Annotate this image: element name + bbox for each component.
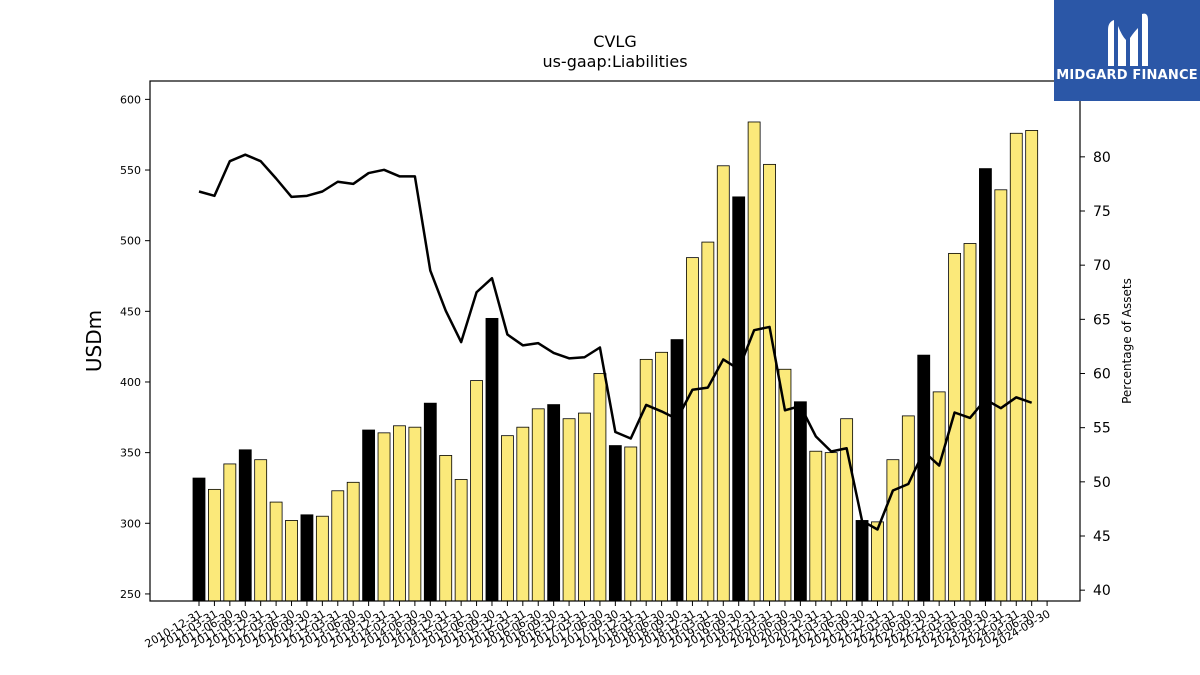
y2-tick-label: 40 bbox=[1093, 583, 1111, 599]
bar bbox=[593, 373, 607, 602]
y-tick-label: 600 bbox=[120, 93, 141, 106]
bar bbox=[963, 243, 977, 602]
bar bbox=[732, 196, 746, 602]
bar bbox=[547, 404, 561, 602]
bar bbox=[932, 391, 946, 602]
percentage-line bbox=[198, 153, 1033, 531]
logo-text: MIDGARD FINANCE bbox=[1056, 68, 1198, 83]
bar bbox=[670, 339, 684, 602]
y2-tick-label: 55 bbox=[1093, 421, 1111, 437]
bar bbox=[516, 426, 530, 602]
y2-tick-label: 75 bbox=[1093, 204, 1111, 220]
bar bbox=[1025, 130, 1039, 602]
bar bbox=[716, 165, 730, 602]
bar bbox=[701, 241, 715, 602]
y2-tick-label: 60 bbox=[1093, 367, 1111, 383]
chart-subtitle: us-gaap:Liabilities bbox=[542, 52, 688, 71]
bar bbox=[300, 514, 314, 602]
bar bbox=[454, 479, 468, 602]
bar bbox=[809, 450, 823, 602]
bar bbox=[269, 501, 283, 602]
bar bbox=[208, 488, 221, 602]
y-tick-label: 300 bbox=[120, 517, 141, 530]
bar bbox=[485, 317, 499, 602]
bar bbox=[531, 408, 545, 602]
bar bbox=[470, 380, 483, 602]
bar bbox=[840, 418, 854, 602]
bar bbox=[979, 168, 992, 602]
bar bbox=[793, 401, 807, 602]
chart-title: CVLG bbox=[593, 32, 637, 51]
bar bbox=[824, 452, 838, 602]
bar bbox=[362, 429, 376, 602]
bar bbox=[439, 455, 453, 602]
bar bbox=[315, 515, 329, 602]
bar bbox=[254, 459, 268, 602]
bar bbox=[393, 425, 406, 602]
bar bbox=[917, 354, 931, 602]
y-tick-label: 550 bbox=[120, 164, 141, 177]
bar bbox=[608, 445, 622, 602]
bar bbox=[1009, 132, 1023, 602]
bar bbox=[655, 351, 668, 602]
y2-tick-label: 50 bbox=[1093, 475, 1111, 491]
bar bbox=[223, 463, 237, 602]
bar bbox=[763, 163, 776, 602]
bar bbox=[994, 189, 1008, 602]
midgard-logo-icon bbox=[1108, 13, 1148, 67]
bar bbox=[901, 415, 915, 602]
bar bbox=[423, 402, 437, 602]
bar bbox=[500, 435, 514, 602]
y-tick-label: 450 bbox=[120, 305, 141, 318]
y-tick-label: 350 bbox=[120, 447, 141, 460]
bar bbox=[238, 449, 252, 602]
brand-logo: MIDGARD FINANCE bbox=[1054, 0, 1200, 101]
bar bbox=[408, 426, 422, 602]
y-axis-label: USDm bbox=[82, 310, 106, 372]
bar bbox=[686, 257, 699, 602]
bar bbox=[285, 520, 298, 602]
y-tick-label: 250 bbox=[120, 588, 141, 601]
bar bbox=[624, 446, 638, 602]
bar bbox=[331, 490, 345, 602]
y-tick-label: 400 bbox=[120, 376, 141, 389]
y2-tick-label: 70 bbox=[1093, 258, 1111, 274]
y-tick-label: 500 bbox=[120, 235, 141, 248]
bar bbox=[855, 520, 869, 602]
bar bbox=[192, 477, 206, 602]
bar bbox=[578, 412, 591, 602]
bar bbox=[886, 459, 900, 602]
y2-tick-label: 45 bbox=[1093, 529, 1111, 545]
bar bbox=[747, 121, 761, 602]
bar bbox=[562, 418, 576, 602]
bar bbox=[871, 521, 884, 602]
y2-tick-label: 80 bbox=[1093, 150, 1111, 166]
y2-axis-label: Percentage of Assets bbox=[1120, 278, 1134, 404]
bar bbox=[346, 481, 360, 602]
bar bbox=[639, 358, 653, 602]
bar bbox=[377, 432, 391, 602]
y2-tick-label: 65 bbox=[1093, 312, 1111, 328]
